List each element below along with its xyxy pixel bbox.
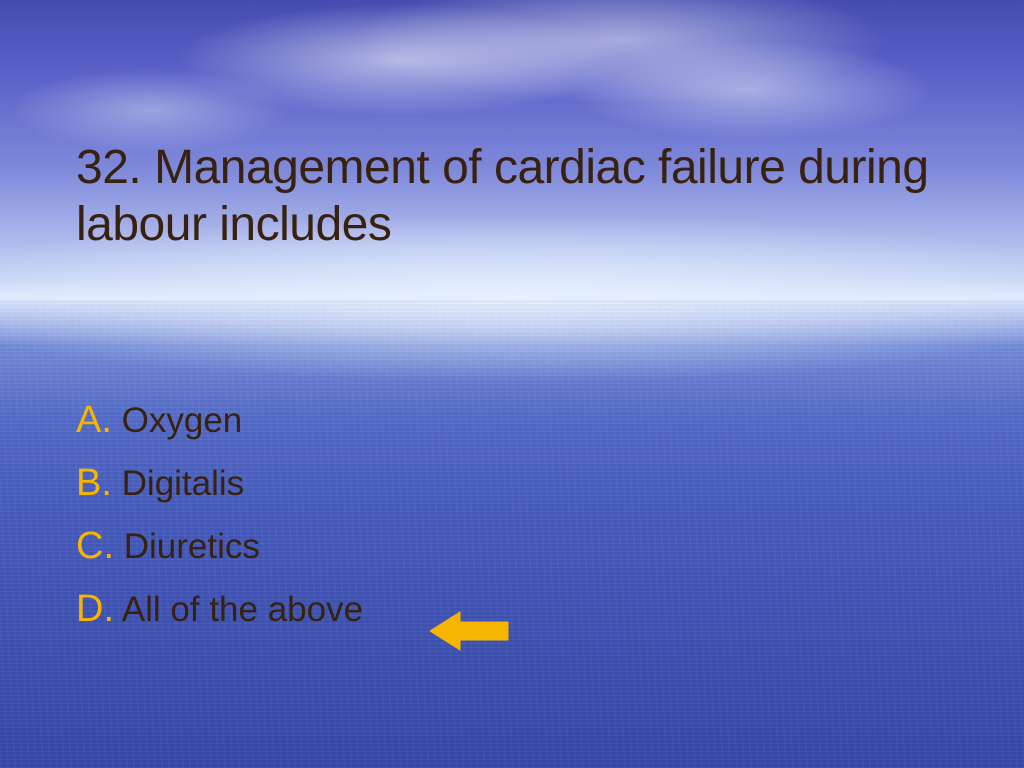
question-text: Management of cardiac failure during lab… [76, 141, 929, 251]
option-text: Diuretics [124, 527, 260, 566]
option-a: A. Oxygen [76, 392, 776, 449]
option-c: C. Diuretics [76, 518, 776, 575]
option-b: B. Digitalis [76, 455, 776, 512]
option-letter: A. [76, 399, 112, 441]
question-number: 32. [76, 141, 141, 194]
slide: 32. Management of cardiac failure during… [0, 0, 1024, 768]
option-text: Digitalis [122, 464, 245, 503]
question-title: 32. Management of cardiac failure during… [76, 140, 956, 253]
options-list: A. Oxygen B. Digitalis C. Diuretics D. A… [76, 392, 776, 644]
option-letter: C. [76, 525, 114, 567]
option-text: All of the above [122, 590, 363, 629]
option-letter: D. [76, 588, 114, 630]
option-letter: B. [76, 462, 112, 504]
option-text: Oxygen [122, 401, 243, 440]
option-d: D. All of the above [76, 581, 776, 638]
